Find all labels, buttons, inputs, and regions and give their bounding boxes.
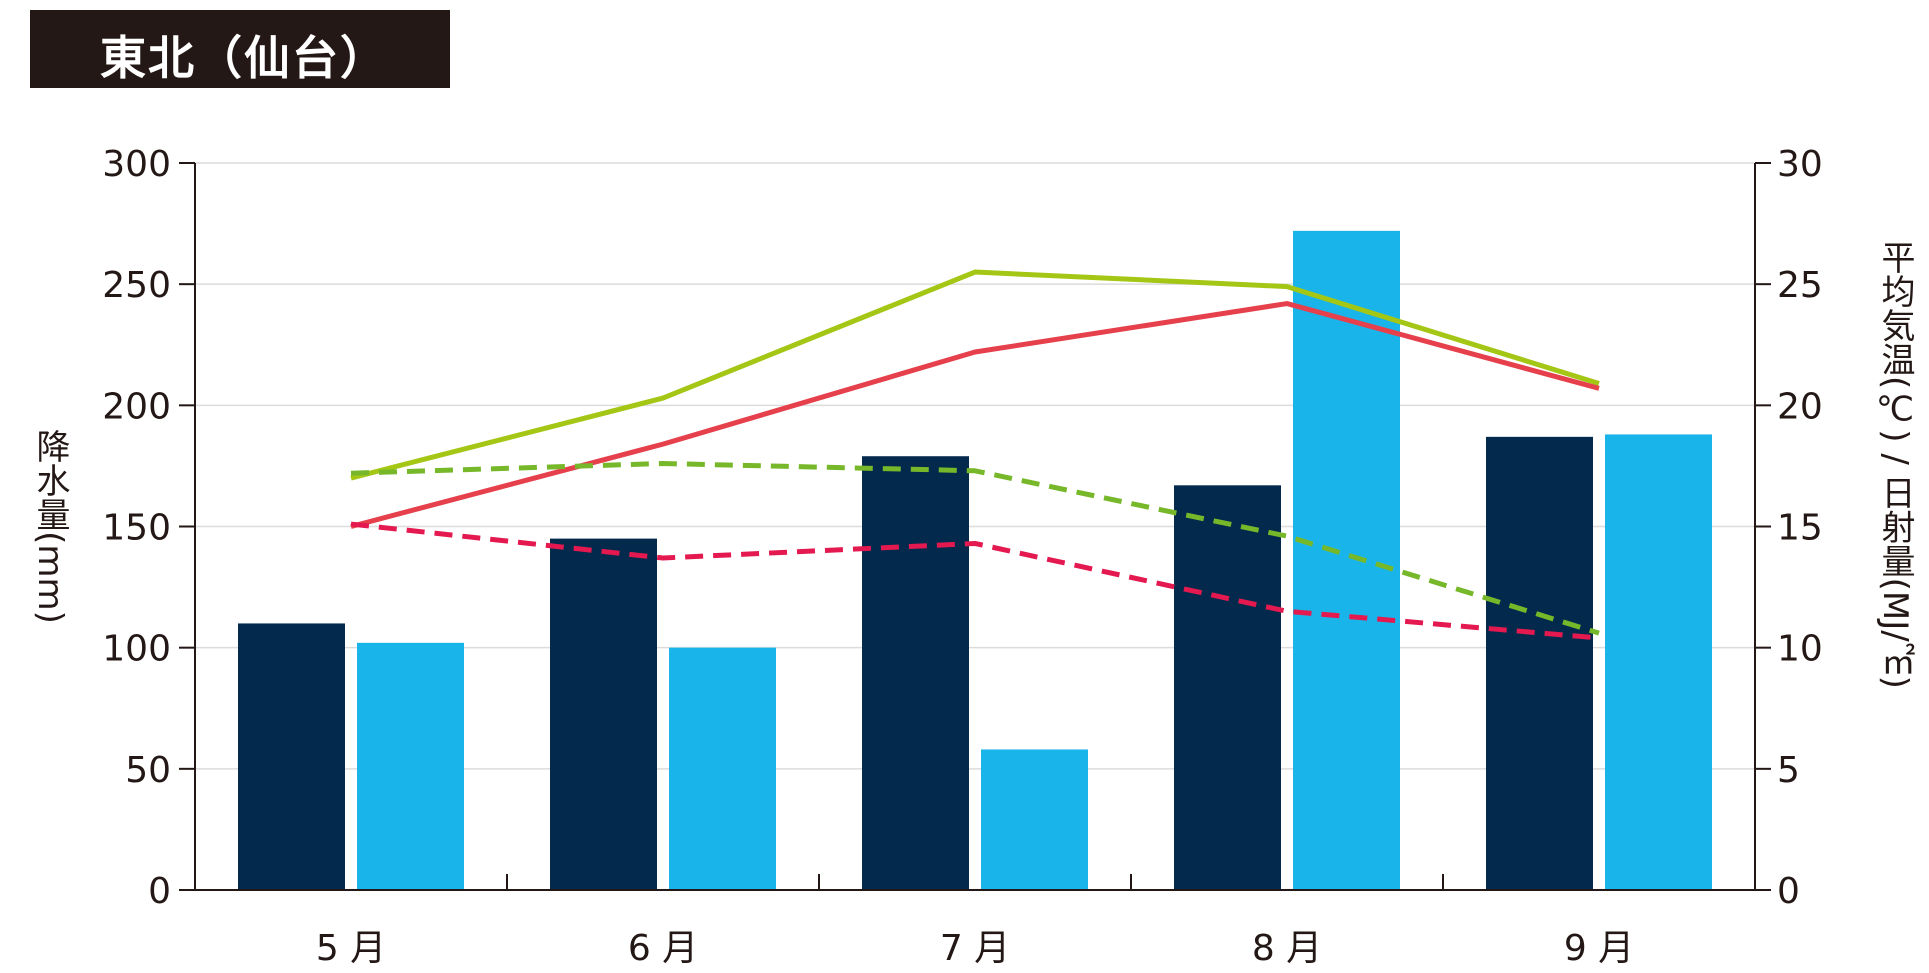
right-tick-label: 25: [1777, 265, 1823, 306]
right-tick-label: 5: [1777, 750, 1800, 791]
lines-layer: [350, 269, 1600, 641]
left-tick-label: 0: [148, 871, 171, 912]
x-tick-label: 9 月: [1564, 928, 1634, 969]
bar: [862, 456, 969, 890]
bar: [669, 647, 776, 890]
bars-layer: [238, 230, 1712, 890]
bar: [1605, 434, 1712, 890]
right-tick-label: 0: [1777, 871, 1800, 912]
right-tick-label: 30: [1777, 144, 1823, 185]
title-box: 東北（仙台）: [30, 10, 450, 88]
left-axis-title: 降水量(mm): [30, 429, 70, 624]
right-tick-label: 10: [1777, 629, 1823, 670]
x-tick-label: 6 月: [628, 928, 698, 969]
series-line: [350, 301, 1600, 529]
series-line: [350, 269, 1600, 481]
bar: [1293, 230, 1400, 890]
x-tick-label: 5 月: [316, 928, 386, 969]
right-tick-label: 20: [1777, 386, 1823, 427]
left-tick-label: 50: [125, 750, 171, 791]
series-line: [350, 460, 1600, 636]
bar: [1486, 436, 1593, 890]
chart-title: 東北（仙台）: [100, 31, 388, 85]
left-tick-label: 300: [102, 144, 171, 185]
left-tick-label: 100: [102, 629, 171, 670]
labels-layer: 0 50 100 150 200 250 300 0 5 10 15 20 25 30 5 月 6 月 7 月 8…: [30, 144, 1915, 969]
right-axis-title: 平均気温(℃) / 日射量(MJ/㎡): [1875, 240, 1915, 689]
bar: [238, 623, 345, 890]
bar: [1174, 485, 1281, 890]
left-tick-label: 200: [102, 386, 171, 427]
left-tick-label: 150: [102, 508, 171, 549]
left-tick-label: 250: [102, 265, 171, 306]
x-tick-label: 7 月: [940, 928, 1010, 969]
bar: [357, 642, 464, 890]
axes-layer: [179, 162, 1771, 891]
bar: [550, 538, 657, 890]
bar: [981, 749, 1088, 890]
x-tick-label: 8 月: [1252, 928, 1322, 969]
series-line: [350, 521, 1600, 641]
right-tick-label: 15: [1777, 508, 1823, 549]
